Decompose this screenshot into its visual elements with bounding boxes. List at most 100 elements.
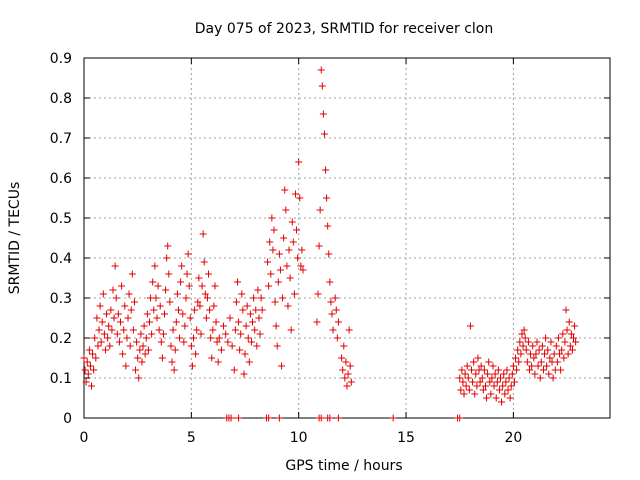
data-point xyxy=(498,398,506,406)
data-point xyxy=(519,342,527,350)
data-point xyxy=(287,326,295,334)
data-point xyxy=(159,330,167,338)
data-point xyxy=(528,362,536,370)
data-point xyxy=(157,338,165,346)
data-point xyxy=(189,334,197,342)
data-point xyxy=(215,334,223,342)
data-point xyxy=(243,302,251,310)
data-point xyxy=(89,350,97,358)
data-point xyxy=(504,386,512,394)
data-point xyxy=(493,378,501,386)
data-point xyxy=(107,306,115,314)
data-point xyxy=(344,370,352,378)
data-point xyxy=(182,294,190,302)
data-point xyxy=(339,366,347,374)
data-point xyxy=(252,306,260,314)
data-point xyxy=(333,334,341,342)
data-point xyxy=(518,330,526,338)
data-point xyxy=(341,374,349,382)
data-point xyxy=(135,374,143,382)
data-point xyxy=(291,190,299,198)
data-point-zero xyxy=(334,414,342,422)
data-point xyxy=(239,306,247,314)
data-point xyxy=(249,318,257,326)
data-point xyxy=(82,378,90,386)
data-point xyxy=(130,298,138,306)
data-point xyxy=(120,326,128,334)
data-point xyxy=(299,266,307,274)
data-point xyxy=(105,322,113,330)
data-point xyxy=(298,246,306,254)
data-point-zero xyxy=(265,414,273,422)
data-point xyxy=(84,370,92,378)
data-point xyxy=(474,354,482,362)
data-point xyxy=(234,278,242,286)
data-point xyxy=(255,314,263,322)
data-point xyxy=(101,346,109,354)
data-point xyxy=(267,270,275,278)
data-point xyxy=(296,194,304,202)
data-point xyxy=(246,310,254,318)
data-point xyxy=(470,358,478,366)
data-point xyxy=(118,282,126,290)
data-point xyxy=(145,318,153,326)
data-point xyxy=(195,274,203,282)
data-point xyxy=(162,286,170,294)
data-point xyxy=(288,218,296,226)
data-point xyxy=(210,302,218,310)
data-point xyxy=(275,250,283,258)
data-point xyxy=(196,302,204,310)
data-point-zero xyxy=(235,414,243,422)
data-point xyxy=(472,370,480,378)
data-point xyxy=(181,322,189,330)
data-point xyxy=(206,306,214,314)
data-point xyxy=(119,350,127,358)
data-point xyxy=(547,338,555,346)
data-point xyxy=(492,394,500,402)
data-point xyxy=(525,366,533,374)
data-point xyxy=(325,250,333,258)
data-point xyxy=(211,282,219,290)
data-point xyxy=(222,330,230,338)
data-point xyxy=(184,250,192,258)
data-point xyxy=(483,394,491,402)
data-point xyxy=(279,294,287,302)
y-tick-label: 0.7 xyxy=(50,131,72,147)
data-point xyxy=(290,290,298,298)
data-point xyxy=(564,350,572,358)
data-point xyxy=(179,310,187,318)
data-point xyxy=(556,350,564,358)
data-point xyxy=(552,342,560,350)
data-point xyxy=(559,330,567,338)
data-point xyxy=(507,382,515,390)
data-point xyxy=(132,366,140,374)
plot-border xyxy=(83,57,611,419)
data-point xyxy=(531,370,539,378)
data-point xyxy=(245,358,253,366)
data-point xyxy=(464,374,472,382)
data-point xyxy=(251,326,259,334)
x-tick-label: 20 xyxy=(504,430,522,446)
y-tick-label: 0.6 xyxy=(50,171,72,187)
axis-ticks: 0 0.1 0.2 0.3 0.4 0.5 0.6 0.7 0.8 0.9 0 5 10 15 20 xyxy=(50,51,610,446)
data-point xyxy=(324,222,332,230)
data-point xyxy=(520,326,528,334)
data-point xyxy=(523,358,531,366)
data-point xyxy=(150,306,158,314)
data-point xyxy=(465,386,473,394)
data-point xyxy=(313,318,321,326)
data-point xyxy=(486,378,494,386)
data-point xyxy=(133,338,141,346)
data-point xyxy=(208,354,216,362)
data-point xyxy=(343,382,351,390)
data-point xyxy=(155,326,163,334)
data-point xyxy=(534,362,542,370)
data-point xyxy=(220,322,228,330)
data-point xyxy=(209,326,217,334)
grid xyxy=(84,58,610,418)
data-point xyxy=(241,350,249,358)
data-point xyxy=(469,378,477,386)
data-point xyxy=(80,354,88,362)
data-point xyxy=(278,362,286,370)
data-point xyxy=(213,338,221,346)
